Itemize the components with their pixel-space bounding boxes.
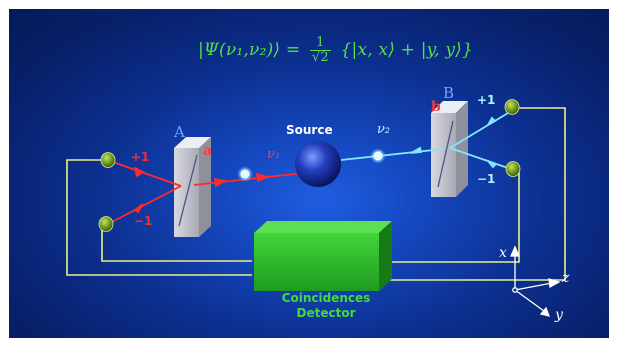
polarizer-a	[174, 137, 211, 237]
detector-ball-a-minus	[98, 216, 114, 232]
polarizer-b	[431, 101, 468, 197]
wire-b-plus	[389, 107, 566, 281]
diagram-graphics	[66, 99, 566, 317]
detector-balls	[98, 99, 521, 232]
formula-denominator: √2	[311, 50, 329, 65]
formula-fraction: 1 √2	[309, 36, 331, 65]
source-label: Source	[286, 123, 333, 137]
formula-lhs: |Ψ(ν₁,ν₂)⟩ =	[198, 40, 301, 60]
polarizer-b-label: B	[443, 84, 455, 102]
photon-1	[237, 166, 253, 182]
detector-label-line1: Coincidences	[281, 291, 371, 305]
beam-b	[340, 112, 509, 169]
diagram-panel: |Ψ(ν₁,ν₂)⟩ = 1 √2 {|x, x⟩ + |y, y⟩} Sour…	[9, 9, 609, 338]
photon-2	[370, 148, 386, 164]
axis-triad	[509, 245, 561, 317]
axis-z-label: z	[562, 270, 570, 286]
wire-a-minus	[101, 225, 252, 262]
wire-a-plus	[66, 159, 252, 276]
polarizer-b-plus-label: +1	[477, 93, 496, 107]
polarizer-a-plus-label: +1	[131, 150, 150, 164]
polarizer-b-minus-label: −1	[477, 172, 496, 186]
detector-ball-a-plus	[100, 152, 116, 168]
coincidence-detector-box	[254, 221, 392, 291]
channel-b-label: b	[431, 99, 441, 115]
polarizer-a-minus-label: −1	[134, 214, 153, 228]
entangled-state-formula: |Ψ(ν₁,ν₂)⟩ = 1 √2 {|x, x⟩ + |y, y⟩}	[198, 36, 473, 65]
axis-y-label: y	[555, 307, 563, 323]
photon-particles	[237, 148, 386, 182]
detector-ball-b-minus	[505, 161, 521, 177]
photon-2-label: ν₂	[377, 122, 391, 137]
channel-a-label: a	[203, 143, 213, 159]
polarizer-a-label: A	[174, 123, 185, 141]
formula-rhs: {|x, x⟩ + |y, y⟩}	[340, 40, 474, 60]
detector-label-line2: Detector	[296, 306, 356, 320]
photon-1-label: ν₁	[267, 147, 281, 162]
axis-x-label: x	[499, 245, 507, 261]
source-sphere	[295, 141, 341, 187]
formula-numerator: 1	[309, 36, 331, 51]
detector-ball-b-plus	[504, 99, 520, 115]
